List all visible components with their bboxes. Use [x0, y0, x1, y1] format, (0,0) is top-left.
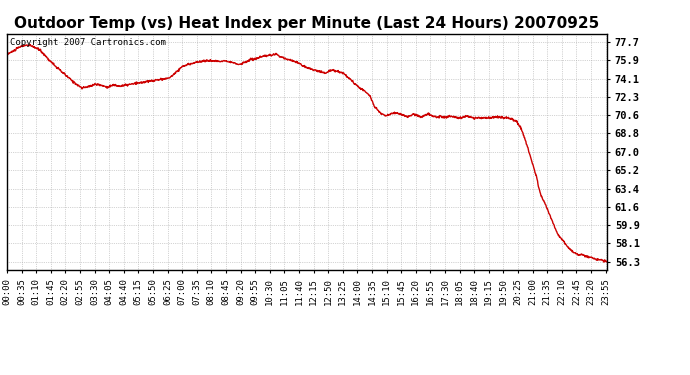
Text: Copyright 2007 Cartronics.com: Copyright 2007 Cartronics.com	[10, 39, 166, 48]
Title: Outdoor Temp (vs) Heat Index per Minute (Last 24 Hours) 20070925: Outdoor Temp (vs) Heat Index per Minute …	[14, 16, 600, 31]
